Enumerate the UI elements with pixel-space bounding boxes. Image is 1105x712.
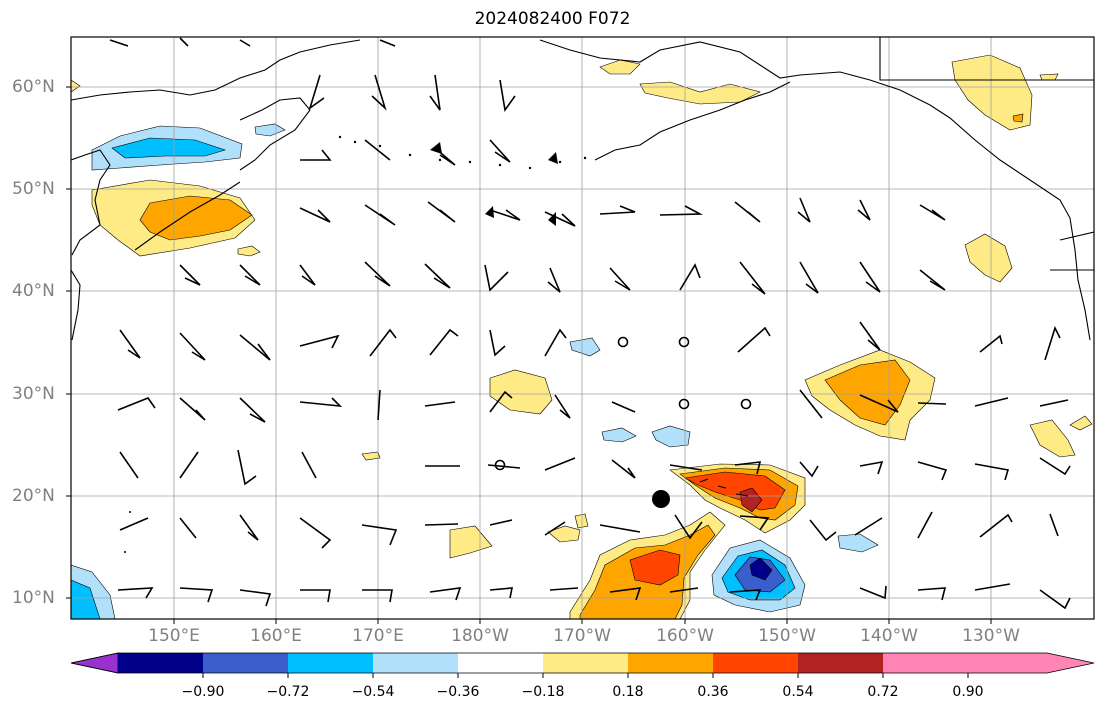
colorbar-swatch bbox=[458, 653, 543, 673]
lon-label: 160°W bbox=[656, 626, 714, 646]
negative-anomaly-region bbox=[601, 427, 637, 443]
positive-anomaly-region bbox=[237, 245, 261, 257]
positive-anomaly-region bbox=[629, 549, 681, 586]
colorbar-swatch bbox=[883, 653, 1094, 673]
plot-frame bbox=[70, 36, 1095, 620]
colorbar-swatch bbox=[713, 653, 798, 673]
calm-wind-circle bbox=[740, 398, 752, 410]
colorbar-tick-label: −0.54 bbox=[351, 684, 395, 700]
negative-anomaly-region bbox=[254, 123, 286, 137]
colorbar-tick-label: 0.72 bbox=[867, 684, 899, 700]
colorbar-swatch bbox=[628, 653, 713, 673]
negative-anomaly-region bbox=[837, 533, 879, 553]
colorbar bbox=[70, 652, 1095, 674]
colorbar-swatch bbox=[118, 653, 203, 673]
positive-anomaly-region bbox=[449, 525, 493, 559]
positive-anomaly-region bbox=[739, 487, 763, 513]
lon-label: 170°E bbox=[352, 626, 404, 646]
positive-anomaly-region bbox=[489, 369, 553, 415]
location-marker bbox=[652, 490, 670, 508]
positive-anomaly-region bbox=[964, 233, 1013, 283]
positive-anomaly-region bbox=[547, 525, 581, 543]
colorbar-tick-label: −0.90 bbox=[181, 684, 225, 700]
positive-anomaly-region bbox=[574, 513, 589, 529]
lat-label: 60°N bbox=[12, 77, 55, 97]
positive-anomaly-region bbox=[599, 59, 641, 75]
anomaly-shading bbox=[71, 54, 1093, 619]
calm-wind-circle bbox=[678, 398, 690, 410]
lon-label: 150°W bbox=[758, 626, 816, 646]
colorbar-outline bbox=[70, 652, 1095, 674]
positive-anomaly-region bbox=[361, 451, 381, 461]
wind-pennants bbox=[430, 142, 558, 226]
lon-label: 130°W bbox=[962, 626, 1020, 646]
positive-anomaly-region bbox=[951, 54, 1033, 131]
calm-wind-circle bbox=[678, 336, 690, 348]
negative-anomaly-region bbox=[749, 557, 773, 581]
lon-label: 180°W bbox=[451, 626, 509, 646]
colorbar-tick-label: −0.18 bbox=[521, 684, 565, 700]
colorbar-tick-label: 0.18 bbox=[612, 684, 644, 700]
positive-anomaly-region bbox=[139, 195, 253, 241]
positive-anomaly-region bbox=[1029, 419, 1076, 458]
calm-wind-circle bbox=[617, 336, 629, 348]
map-title: 2024082400 F072 bbox=[474, 9, 631, 29]
colorbar-swatch bbox=[203, 653, 288, 673]
lat-label: 10°N bbox=[12, 588, 55, 608]
gridlines bbox=[71, 37, 1094, 619]
lat-label: 50°N bbox=[12, 179, 55, 199]
colorbar-tick-label: 0.90 bbox=[952, 684, 984, 700]
calm-circles bbox=[494, 336, 752, 471]
negative-anomaly-region bbox=[651, 425, 691, 448]
colorbar-ticks bbox=[202, 673, 969, 678]
colorbar-swatch bbox=[543, 653, 628, 673]
negative-anomaly-region bbox=[71, 579, 101, 619]
calm-wind-circle bbox=[494, 459, 506, 471]
colorbar-tick-label: 0.36 bbox=[697, 684, 729, 700]
lon-label: 140°W bbox=[860, 626, 918, 646]
colorbar-tick-label: 0.54 bbox=[782, 684, 814, 700]
negative-anomaly-region bbox=[111, 137, 226, 159]
lon-label: 150°E bbox=[148, 626, 200, 646]
lat-label: 20°N bbox=[12, 486, 55, 506]
positive-anomaly-region bbox=[1012, 113, 1024, 123]
lat-label: 40°N bbox=[12, 281, 55, 301]
coastlines bbox=[71, 37, 1094, 497]
colorbar-tick-label: −0.36 bbox=[436, 684, 480, 700]
positive-anomaly-region bbox=[71, 79, 81, 93]
colorbar-swatch bbox=[798, 653, 883, 673]
island-chain bbox=[124, 135, 587, 553]
axis-ticks bbox=[66, 86, 992, 624]
colorbar-swatch bbox=[288, 653, 373, 673]
colorbar-swatch bbox=[70, 652, 119, 674]
positive-anomaly-region bbox=[1039, 73, 1059, 81]
negative-anomaly-region bbox=[569, 337, 601, 357]
lon-label: 160°E bbox=[250, 626, 302, 646]
lat-label: 30°N bbox=[12, 384, 55, 404]
colorbar-swatch bbox=[373, 653, 458, 673]
wind-barbs bbox=[109, 37, 1071, 610]
lon-label: 170°W bbox=[553, 626, 611, 646]
colorbar-tick-label: −0.72 bbox=[266, 684, 310, 700]
positive-anomaly-region bbox=[1069, 415, 1093, 431]
